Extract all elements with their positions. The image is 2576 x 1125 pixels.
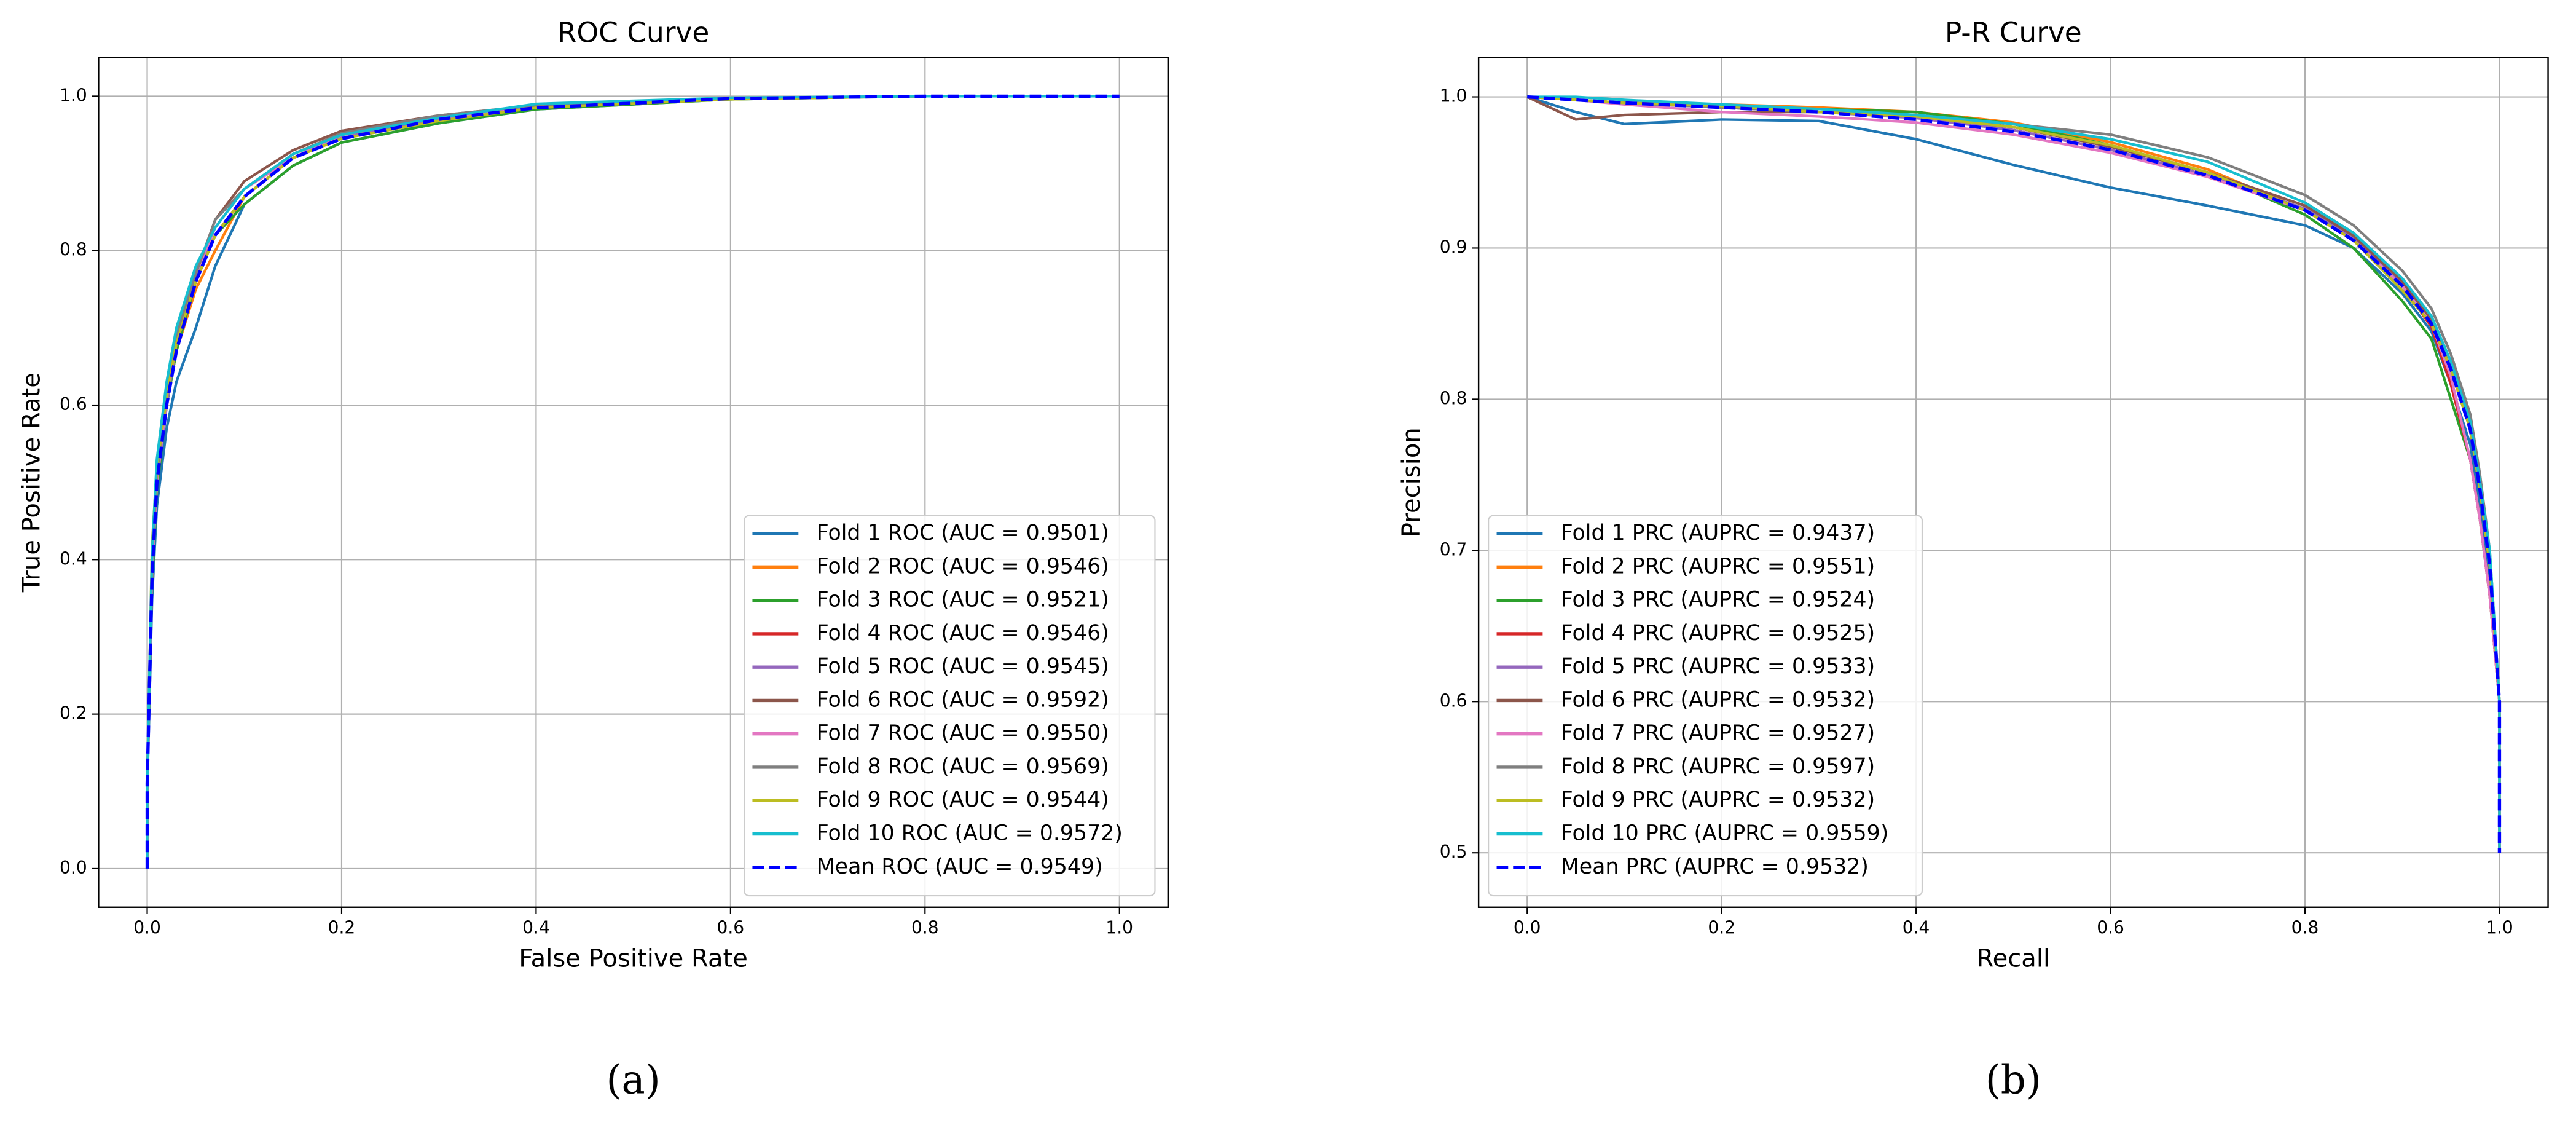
legend-label: Fold 3 ROC (AUC = 0.9521) — [817, 588, 1109, 612]
legend-label: Fold 1 ROC (AUC = 0.9501) — [817, 521, 1109, 545]
legend-label: Fold 8 ROC (AUC = 0.9569) — [817, 754, 1109, 779]
legend-label: Fold 4 ROC (AUC = 0.9546) — [817, 621, 1109, 645]
panel-label: (a) — [606, 1057, 660, 1103]
y-axis-label: Precision — [1397, 427, 1426, 537]
legend-label: Fold 6 PRC (AUPRC = 0.9532) — [1561, 687, 1875, 712]
legend-label: Fold 9 ROC (AUC = 0.9544) — [817, 788, 1109, 812]
plot-area — [145, 94, 1120, 869]
legend-label: Fold 8 PRC (AUPRC = 0.9597) — [1561, 754, 1875, 779]
x-tick-label: 1.0 — [1105, 918, 1133, 938]
x-tick-label: 0.6 — [2097, 918, 2124, 938]
y-tick-label: 0.5 — [1440, 842, 1467, 862]
x-axis-label: False Positive Rate — [519, 944, 748, 973]
x-tick-label: 0.8 — [911, 918, 939, 938]
x-tick-label: 0.0 — [133, 918, 161, 938]
y-tick-label: 0.6 — [60, 394, 87, 414]
y-axis-label: True Positive Rate — [17, 373, 45, 593]
axes-frame — [98, 57, 1169, 908]
legend-label: Fold 5 PRC (AUPRC = 0.9533) — [1561, 654, 1875, 679]
y-tick-label: 0.6 — [1440, 690, 1467, 711]
legend-label: Fold 1 PRC (AUPRC = 0.9437) — [1561, 521, 1875, 545]
x-tick-label: 0.6 — [717, 918, 745, 938]
panel-label: (b) — [1985, 1057, 2041, 1103]
x-axis-label: Recall — [1977, 944, 2051, 973]
chart: ROC Curve False Positive Rate True Positiv… — [17, 17, 1169, 1103]
legend-label: Mean ROC (AUC = 0.9549) — [817, 855, 1103, 879]
y-tick-label: 0.2 — [60, 703, 87, 724]
y-tick-label: 0.0 — [60, 858, 87, 878]
plot-area — [1526, 95, 2502, 853]
x-tick-label: 1.0 — [2486, 918, 2513, 938]
legend-label: Fold 5 ROC (AUC = 0.9545) — [817, 654, 1109, 679]
series-line — [145, 94, 1120, 869]
y-tick-label: 0.4 — [60, 548, 87, 569]
legend-label: Fold 7 ROC (AUC = 0.9550) — [817, 721, 1109, 746]
legend-label: Mean PRC (AUPRC = 0.9532) — [1561, 855, 1869, 879]
legend-label: Fold 10 ROC (AUC = 0.9572) — [817, 821, 1123, 846]
y-tick-label: 1.0 — [60, 85, 87, 105]
legend-box — [1488, 515, 1923, 897]
x-tick-label: 0.4 — [522, 918, 550, 938]
legend-label: Fold 9 PRC (AUPRC = 0.9532) — [1561, 788, 1875, 812]
chart: P-R Curve Recall Precision (b) 0.0 0.2 0.4 0.6 0… — [1397, 17, 2549, 1103]
axes-frame — [1477, 57, 2549, 908]
x-tick-label: 0.2 — [1708, 918, 1735, 938]
y-tick-label: 1.0 — [1440, 86, 1467, 106]
legend-box — [744, 515, 1156, 897]
chart-title: P-R Curve — [1945, 17, 2082, 49]
legend-label: Fold 2 PRC (AUPRC = 0.9551) — [1561, 554, 1875, 578]
legend: Fold 1 ROC (AUC = 0.9501) Fold 2 ROC (AUC… — [744, 515, 1156, 897]
x-tick-label: 0.8 — [2291, 918, 2319, 938]
x-tick-label: 0.2 — [328, 918, 356, 938]
legend-label: Fold 3 PRC (AUPRC = 0.9524) — [1561, 588, 1875, 612]
legend-label: Fold 2 ROC (AUC = 0.9546) — [817, 554, 1109, 578]
legend-label: Fold 4 PRC (AUPRC = 0.9525) — [1561, 621, 1875, 645]
legend-label: Fold 6 ROC (AUC = 0.9592) — [817, 687, 1109, 712]
chart-title: ROC Curve — [557, 17, 710, 49]
legend: Fold 1 PRC (AUPRC = 0.9437) Fold 2 PRC (A… — [1488, 515, 1923, 897]
x-tick-label: 0.0 — [1514, 918, 1541, 938]
legend-label: Fold 10 PRC (AUPRC = 0.9559) — [1561, 821, 1888, 846]
y-tick-label: 0.8 — [60, 240, 87, 260]
y-tick-label: 0.9 — [1440, 237, 1467, 257]
series-line — [1526, 95, 2501, 853]
series-line — [1527, 95, 2502, 853]
x-tick-label: 0.4 — [1903, 918, 1930, 938]
legend-label: Fold 7 PRC (AUPRC = 0.9527) — [1561, 721, 1875, 746]
y-tick-label: 0.7 — [1440, 539, 1467, 559]
y-tick-label: 0.8 — [1440, 388, 1467, 408]
